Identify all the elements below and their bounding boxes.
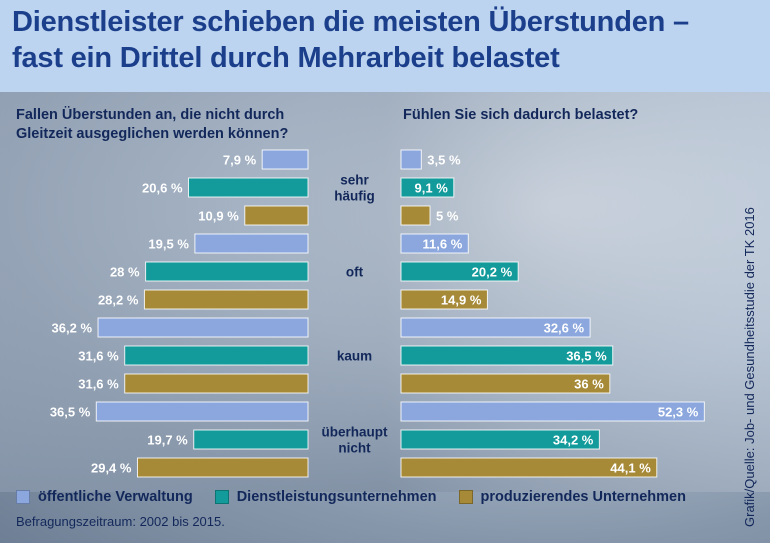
bar-left-oeffentliche-verwaltung-2	[97, 317, 309, 338]
bar-right-oeffentliche-verwaltung-2	[400, 317, 591, 338]
bar-value-label: 5 %	[436, 209, 459, 224]
header-banner: Dienstleister schieben die meisten Übers…	[0, 0, 770, 92]
bar-value-label: 32,6 %	[544, 321, 585, 336]
legend-label: öffentliche Verwaltung	[38, 489, 193, 505]
bar-right-produzierendes-unternehmen-3	[400, 457, 658, 478]
category-label: nicht	[338, 441, 371, 456]
category-label: kaum	[337, 349, 372, 364]
category-label: sehr	[340, 173, 369, 188]
bar-right-oeffentliche-verwaltung-3	[400, 401, 705, 422]
bar-value-label: 11,6 %	[423, 237, 463, 252]
bar-left-oeffentliche-verwaltung-3	[95, 401, 309, 422]
left-question: Fallen Überstunden an, die nicht durch G…	[16, 106, 288, 144]
bar-value-label: 14,9 %	[441, 293, 482, 308]
bar-value-label: 28 %	[110, 265, 140, 280]
bar-right-produzierendes-unternehmen-0	[400, 205, 431, 226]
legend-label: Dienstleistungsunternehmen	[236, 489, 437, 505]
bar-left-dienstleistungsunternehmen-1	[145, 261, 309, 282]
bar-value-label: 28,2 %	[98, 293, 139, 308]
bar-value-label: 52,3 %	[658, 405, 699, 420]
legend-swatch	[214, 490, 229, 504]
category-label: oft	[346, 265, 364, 280]
bar-right-dienstleistungsunternehmen-0	[400, 177, 455, 198]
left-question-line-1: Fallen Überstunden an, die nicht durch	[16, 107, 285, 123]
right-question: Fühlen Sie sich dadurch belastet?	[403, 107, 639, 123]
title-line-1: Dienstleister schieben die meisten Übers…	[12, 6, 689, 38]
bar-value-label: 19,5 %	[148, 237, 189, 252]
legend-swatch	[458, 490, 473, 504]
bar-value-label: 31,6 %	[78, 377, 119, 392]
bar-value-label: 29,4 %	[91, 461, 132, 476]
bar-value-label: 9,1 %	[415, 181, 449, 196]
bar-value-label: 31,6 %	[78, 349, 119, 364]
bar-value-label: 34,2 %	[553, 433, 594, 448]
legend-swatch	[16, 490, 30, 504]
legend: öffentliche Verwaltung Dienstleistungsun…	[16, 487, 686, 507]
legend-item-produzierendes-unternehmen: produzierendes Unternehmen	[458, 489, 686, 505]
bar-value-label: 44,1 %	[610, 461, 651, 476]
survey-period: Befragungszeitraum: 2002 bis 2015.	[16, 514, 225, 529]
bar-right-dienstleistungsunternehmen-1	[400, 261, 519, 282]
bar-value-label: 10,9 %	[198, 209, 239, 224]
legend-label: produzierendes Unternehmen	[480, 489, 686, 505]
bar-value-label: 20,2 %	[472, 265, 513, 280]
bar-value-label: 19,7 %	[147, 433, 188, 448]
bar-right-dienstleistungsunternehmen-3	[400, 429, 600, 450]
bar-right-produzierendes-unternehmen-2	[400, 373, 611, 394]
bar-value-label: 36 %	[574, 377, 604, 392]
category-label: häufig	[334, 189, 375, 204]
legend-item-dienstleistungsunternehmen: Dienstleistungsunternehmen	[214, 489, 437, 505]
source-credit: Grafik/Quelle: Job- und Gesundheitsstudi…	[742, 207, 757, 527]
bar-left-oeffentliche-verwaltung-1	[194, 233, 309, 254]
bar-value-label: 3,5 %	[427, 153, 461, 168]
bar-value-label: 36,5 %	[50, 405, 91, 420]
bar-left-oeffentliche-verwaltung-0	[261, 149, 309, 170]
background-photo	[0, 92, 770, 492]
bar-value-label: 7,9 %	[223, 153, 257, 168]
bar-left-dienstleistungsunternehmen-2	[124, 345, 309, 366]
category-label: überhaupt	[322, 425, 389, 440]
title-line-2: fast ein Drittel durch Mehrarbeit belast…	[12, 42, 560, 74]
bar-left-dienstleistungsunternehmen-3	[193, 429, 309, 450]
bar-left-produzierendes-unternehmen-0	[244, 205, 309, 226]
bar-right-produzierendes-unternehmen-1	[400, 289, 488, 310]
bar-left-dienstleistungsunternehmen-0	[188, 177, 309, 198]
bar-right-oeffentliche-verwaltung-0	[400, 149, 422, 170]
bar-left-produzierendes-unternehmen-2	[124, 373, 309, 394]
bar-value-label: 36,5 %	[566, 349, 607, 364]
bar-left-produzierendes-unternehmen-1	[143, 289, 309, 310]
legend-item-oeffentliche-verwaltung: öffentliche Verwaltung	[16, 489, 193, 505]
bar-value-label: 20,6 %	[142, 181, 183, 196]
bar-left-produzierendes-unternehmen-3	[136, 457, 309, 478]
bar-right-oeffentliche-verwaltung-1	[400, 233, 469, 254]
left-question-line-2: Gleitzeit ausgeglichen werden können?	[16, 126, 289, 142]
bar-right-dienstleistungsunternehmen-2	[400, 345, 614, 366]
bar-value-label: 36,2 %	[52, 321, 93, 336]
